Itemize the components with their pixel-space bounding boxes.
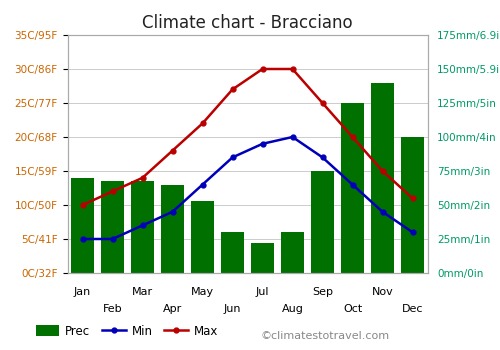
Text: Jan: Jan bbox=[74, 287, 91, 297]
Text: Dec: Dec bbox=[402, 303, 423, 314]
Bar bbox=[72, 178, 94, 273]
Bar bbox=[311, 171, 334, 273]
Bar bbox=[161, 184, 184, 273]
Bar bbox=[221, 232, 244, 273]
Text: Nov: Nov bbox=[372, 287, 394, 297]
Bar bbox=[191, 201, 214, 273]
Title: Climate chart - Bracciano: Climate chart - Bracciano bbox=[142, 14, 353, 32]
Text: Mar: Mar bbox=[132, 287, 153, 297]
Bar bbox=[131, 181, 154, 273]
Text: Aug: Aug bbox=[282, 303, 304, 314]
Text: Jun: Jun bbox=[224, 303, 241, 314]
Bar bbox=[371, 83, 394, 273]
Text: Sep: Sep bbox=[312, 287, 333, 297]
Text: Oct: Oct bbox=[343, 303, 362, 314]
Bar bbox=[252, 243, 274, 273]
Bar bbox=[401, 137, 424, 273]
Text: May: May bbox=[191, 287, 214, 297]
Text: ©climatestotravel.com: ©climatestotravel.com bbox=[260, 331, 389, 341]
Bar bbox=[341, 103, 364, 273]
Text: Feb: Feb bbox=[102, 303, 122, 314]
Legend: Prec, Min, Max: Prec, Min, Max bbox=[31, 320, 223, 342]
Text: Apr: Apr bbox=[163, 303, 182, 314]
Bar bbox=[281, 232, 304, 273]
Text: Jul: Jul bbox=[256, 287, 269, 297]
Bar bbox=[101, 181, 124, 273]
